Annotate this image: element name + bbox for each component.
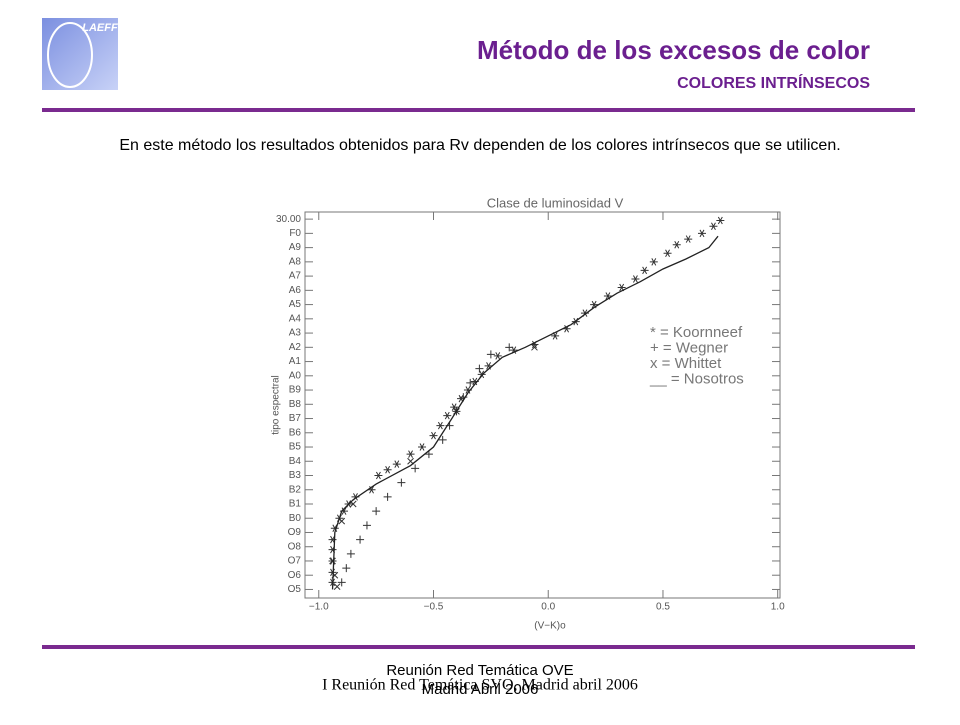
legend-entry: + = Wegner	[650, 339, 728, 356]
title: Método de los excesos de color	[477, 35, 870, 65]
point	[374, 471, 383, 480]
y-tick-label: A3	[289, 328, 302, 339]
point	[372, 507, 381, 516]
x-tick-label: 1.0	[771, 602, 785, 613]
y-tick-label: B7	[289, 413, 302, 424]
y-tick-label: B3	[289, 470, 302, 481]
y-tick-label: O8	[288, 541, 302, 552]
logo-text: LAEFF	[82, 22, 118, 34]
point	[418, 443, 427, 451]
y-tick-label: 30.00	[276, 214, 301, 225]
point	[330, 524, 339, 532]
legend-entry: __ = Nosotros	[649, 370, 744, 387]
point	[406, 450, 415, 458]
y-tick-label: B8	[289, 399, 302, 410]
point	[505, 343, 514, 352]
point	[356, 535, 365, 544]
y-tick-label: A9	[289, 242, 302, 253]
point	[337, 578, 346, 587]
point	[333, 583, 341, 590]
y-tick-label: A0	[289, 370, 302, 381]
logo-ring	[47, 22, 93, 88]
point	[342, 564, 351, 573]
point	[328, 535, 337, 544]
y-axis-label: tipo espectral	[271, 375, 282, 434]
point	[328, 545, 337, 554]
point	[383, 466, 392, 474]
y-tick-label: B9	[289, 385, 302, 396]
y-tick-label: A7	[289, 271, 302, 282]
chart: Clase de luminosidad V (V−K)o tipo espec…	[271, 195, 785, 631]
y-tick-label: O6	[288, 570, 302, 581]
footer-line: Madrid Abril 2006	[422, 681, 539, 698]
y-tick-label: B0	[289, 513, 302, 524]
point	[438, 435, 447, 444]
point	[486, 350, 495, 359]
point	[709, 222, 718, 230]
point	[640, 266, 649, 275]
point	[475, 364, 484, 373]
y-tick-label: A5	[289, 299, 302, 310]
y-tick-label: B5	[289, 442, 302, 453]
point	[684, 235, 693, 243]
y-tick-label: B2	[289, 484, 302, 495]
point	[397, 478, 406, 487]
y-tick-label: B4	[289, 456, 302, 467]
x-axis-label: (V−K)o	[534, 621, 566, 632]
point	[329, 557, 336, 565]
x-tick-label: −1.0	[309, 602, 329, 613]
y-tick-label: B1	[289, 499, 302, 510]
y-tick-label: O9	[288, 527, 302, 538]
point	[346, 549, 355, 558]
y-tick-label: O5	[288, 584, 302, 595]
point	[450, 403, 459, 411]
plot-frame	[304, 211, 781, 599]
point	[716, 216, 725, 225]
point	[429, 431, 438, 440]
y-tick-label: B6	[289, 427, 302, 438]
legend-entry: x = Whittet	[650, 355, 722, 372]
x-tick-label: −0.5	[424, 602, 444, 613]
series-line	[331, 235, 719, 590]
point	[663, 249, 672, 258]
y-tick-label: A4	[289, 313, 302, 324]
y-tick-label: A1	[289, 356, 302, 367]
point	[436, 421, 445, 430]
point	[383, 492, 392, 501]
y-tick-label: O7	[288, 556, 302, 567]
point	[493, 352, 502, 360]
point	[631, 275, 640, 283]
y-tick-label: A8	[289, 256, 302, 267]
body-text: En este método los resultados obtenidos …	[119, 137, 840, 154]
point	[672, 241, 681, 249]
x-tick-label: 0.5	[656, 602, 670, 613]
point	[362, 521, 371, 530]
legend-entry: * = Koornneef	[650, 324, 743, 341]
point	[466, 378, 475, 387]
point	[411, 464, 420, 473]
point	[443, 411, 452, 420]
point	[649, 258, 658, 266]
subtitle: COLORES INTRÍNSECOS	[677, 73, 870, 92]
point	[531, 343, 538, 351]
point	[392, 460, 401, 468]
x-tick-label: 0.0	[541, 602, 555, 613]
footer-line: Reunión Red Temática OVE	[386, 662, 573, 679]
y-tick-label: F0	[289, 228, 301, 239]
chart-title: Clase de luminosidad V	[487, 195, 624, 210]
footer-overlay: I Reunión Red Temática SVO, Madrid abril…	[322, 677, 638, 694]
y-tick-label: A6	[289, 285, 302, 296]
y-tick-label: A2	[289, 342, 302, 353]
point	[697, 229, 706, 238]
